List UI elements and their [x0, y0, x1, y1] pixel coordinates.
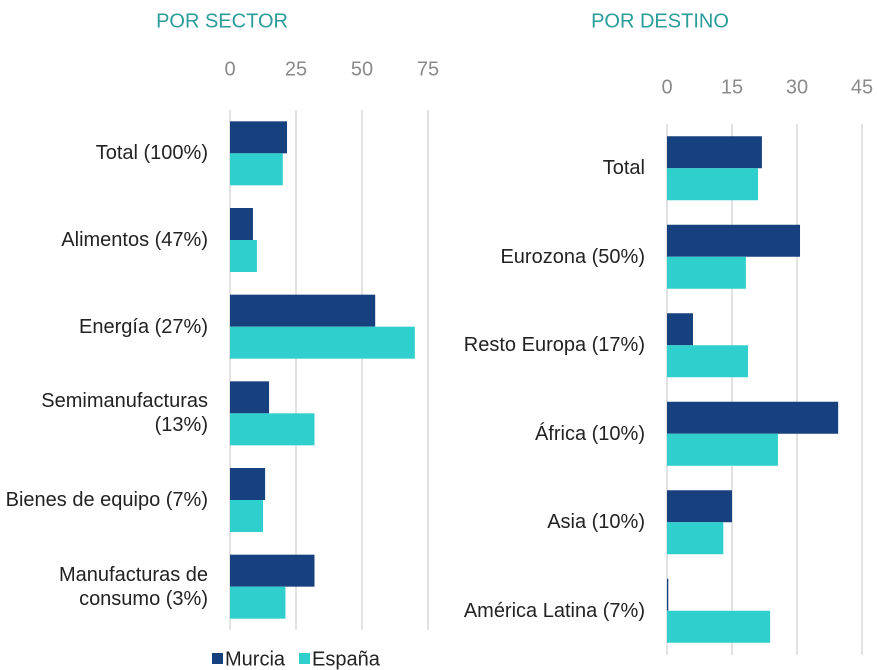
- category-label: Eurozona (50%): [500, 245, 645, 268]
- x-tick-label: 75: [417, 58, 439, 80]
- category-label: Energía (27%): [79, 315, 208, 338]
- bar: [230, 208, 253, 240]
- category-label: Bienes de equipo (7%): [5, 489, 208, 511]
- category-label: América Latina (7%): [463, 599, 645, 622]
- x-tick-label: 25: [285, 58, 307, 80]
- chart-title: POR SECTOR: [156, 10, 288, 32]
- bar: [230, 326, 415, 359]
- category-label: Total: [602, 157, 645, 180]
- x-tick-label: 45: [851, 76, 873, 98]
- bar: [667, 433, 778, 466]
- bar: [667, 136, 762, 169]
- bar: [230, 586, 286, 619]
- x-tick-label: 0: [661, 76, 672, 98]
- bar: [230, 294, 376, 327]
- legend-label: Murcia: [225, 648, 286, 670]
- category-label: Asia (10%): [547, 511, 645, 534]
- bar: [667, 256, 746, 289]
- bar: [667, 490, 732, 523]
- bar: [230, 153, 283, 186]
- category-label: Alimentos (47%): [61, 229, 208, 251]
- bar: [230, 468, 266, 500]
- category-label: África (10%): [534, 422, 645, 445]
- bar: [667, 578, 669, 611]
- x-tick-label: 0: [224, 58, 235, 80]
- legend-swatch: [299, 653, 311, 664]
- bar: [230, 381, 270, 414]
- bar: [667, 401, 839, 434]
- bar: [230, 121, 288, 154]
- category-label: Resto Europa (17%): [463, 334, 645, 357]
- legend-label: España: [312, 648, 381, 670]
- bar: [230, 554, 315, 587]
- category-label: Semimanufacturas (13%): [41, 390, 208, 437]
- bar: [230, 500, 263, 532]
- category-label: Manufacturas de consumo (3%): [59, 563, 208, 610]
- category-label: Total (100%): [95, 142, 208, 165]
- bar: [667, 168, 758, 201]
- x-tick-label: 15: [721, 76, 743, 98]
- legend-swatch: [212, 653, 223, 664]
- bar: [667, 313, 693, 346]
- x-tick-label: 30: [786, 76, 808, 98]
- bar: [667, 224, 801, 257]
- bar: [230, 413, 315, 446]
- bar: [667, 610, 771, 643]
- x-tick-label: 50: [351, 58, 373, 80]
- bar: [230, 240, 257, 272]
- bar: [667, 522, 724, 555]
- chart-title: POR DESTINO: [591, 10, 729, 32]
- bar: [667, 345, 749, 378]
